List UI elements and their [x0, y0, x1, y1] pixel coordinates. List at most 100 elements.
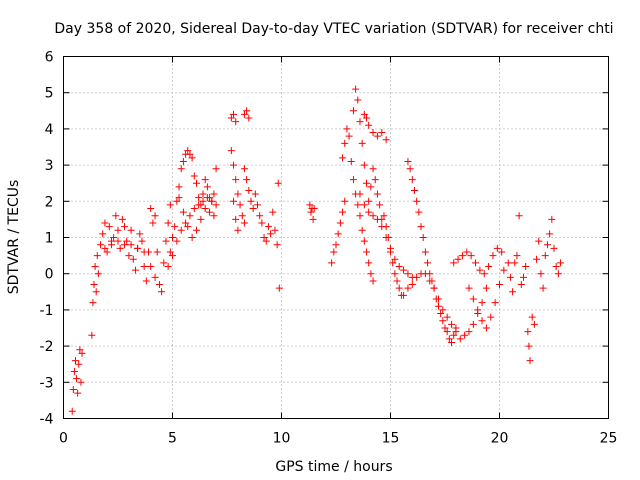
- y-tick-label: 4: [45, 122, 54, 138]
- data-point: [192, 179, 200, 187]
- data-point: [519, 273, 527, 281]
- data-point: [230, 197, 238, 205]
- data-point: [339, 208, 347, 216]
- data-point: [360, 201, 368, 209]
- data-point: [443, 328, 451, 336]
- data-point: [509, 288, 517, 296]
- data-point: [101, 219, 109, 227]
- data-point: [356, 118, 364, 126]
- data-point: [107, 241, 115, 249]
- y-tick-label: 3: [45, 158, 54, 174]
- data-point: [400, 291, 408, 299]
- data-point: [352, 85, 360, 93]
- y-tick-label: 1: [45, 231, 54, 247]
- data-point: [491, 299, 499, 307]
- data-point: [387, 244, 394, 252]
- data-point: [147, 205, 155, 213]
- data-point: [430, 284, 438, 292]
- data-point: [382, 234, 390, 241]
- data-point: [515, 212, 523, 220]
- series-sat-b: [88, 201, 174, 339]
- data-point: [456, 335, 464, 343]
- data-point: [454, 255, 462, 263]
- y-tick-label: -2: [40, 339, 54, 355]
- data-point: [232, 215, 240, 223]
- data-point: [393, 277, 401, 285]
- data-point: [526, 357, 534, 365]
- data-point: [166, 201, 174, 209]
- data-point: [91, 262, 99, 270]
- data-point: [182, 219, 190, 227]
- data-point: [236, 201, 244, 209]
- data-point: [125, 252, 133, 260]
- data-point: [369, 277, 377, 285]
- series-sat-h: [240, 107, 283, 292]
- data-point: [131, 266, 139, 274]
- y-tick-label: 0: [45, 267, 54, 283]
- data-point: [88, 331, 96, 339]
- data-point: [110, 234, 118, 241]
- data-point: [382, 136, 390, 144]
- data-point: [334, 230, 342, 238]
- data-point: [201, 176, 209, 184]
- data-point: [360, 110, 368, 118]
- series-sat-f: [175, 165, 220, 241]
- data-point: [232, 118, 240, 126]
- data-point: [77, 378, 85, 386]
- data-point: [365, 259, 373, 267]
- data-point: [480, 270, 488, 278]
- data-point: [94, 270, 102, 278]
- data-point: [271, 226, 279, 234]
- y-tick-label: -1: [40, 303, 54, 319]
- data-point: [395, 262, 403, 270]
- data-point: [188, 234, 196, 241]
- data-point: [142, 277, 150, 285]
- data-point: [186, 150, 194, 158]
- data-point: [234, 190, 242, 198]
- data-point: [227, 147, 235, 155]
- data-point: [227, 114, 235, 122]
- data-point: [134, 244, 142, 252]
- data-point: [274, 179, 282, 187]
- data-point: [267, 230, 275, 238]
- data-point: [121, 223, 129, 231]
- x-tick-label: 25: [600, 431, 618, 447]
- data-points: [68, 85, 565, 415]
- data-point: [354, 96, 362, 104]
- data-point: [410, 186, 418, 194]
- data-point: [328, 259, 336, 267]
- data-point: [309, 215, 317, 223]
- x-tick-labels: 0 5 10 15 20 25: [59, 431, 617, 447]
- data-point: [469, 320, 477, 328]
- data-point: [369, 212, 377, 220]
- data-point: [378, 129, 386, 137]
- data-point: [443, 313, 451, 321]
- data-point: [517, 281, 525, 289]
- data-point: [177, 226, 185, 234]
- data-point: [155, 281, 163, 289]
- data-point: [504, 259, 512, 267]
- data-point: [528, 313, 536, 321]
- data-point: [506, 273, 514, 281]
- axis-ticks: [63, 56, 609, 419]
- data-point: [105, 223, 113, 231]
- data-point: [415, 208, 423, 216]
- data-point: [76, 346, 84, 354]
- data-point: [160, 259, 168, 267]
- data-point: [343, 125, 351, 133]
- data-point: [258, 219, 266, 227]
- data-point: [240, 219, 248, 227]
- data-point: [306, 201, 314, 209]
- data-point: [356, 190, 364, 198]
- data-point: [434, 295, 442, 303]
- data-point: [391, 270, 399, 278]
- data-point: [173, 237, 181, 245]
- data-point: [358, 139, 366, 147]
- data-point: [90, 281, 98, 289]
- data-point: [373, 132, 381, 140]
- data-point: [203, 183, 211, 191]
- data-point: [173, 197, 181, 205]
- data-point: [363, 179, 371, 187]
- data-point: [166, 248, 174, 256]
- data-point: [210, 190, 218, 198]
